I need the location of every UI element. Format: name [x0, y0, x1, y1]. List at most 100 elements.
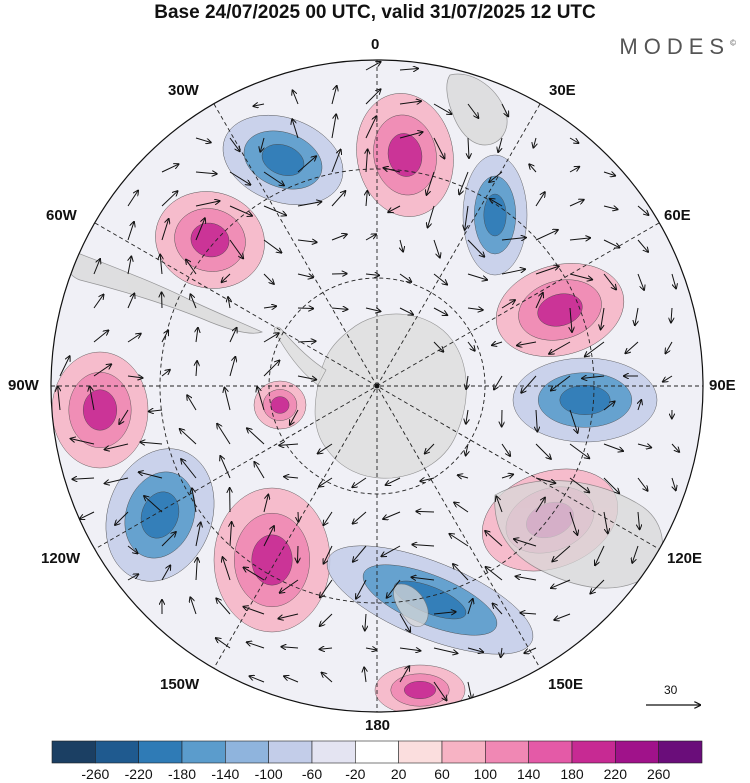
- wind-arrow: [260, 137, 264, 152]
- wind-arrow: [399, 101, 421, 104]
- wind-arrow: [365, 234, 376, 241]
- wind-arrow: [569, 238, 590, 240]
- lon-label-120e: 120E: [667, 550, 703, 567]
- wind-arrow: [535, 477, 555, 483]
- colorbar-tick-label: 100: [473, 766, 498, 782]
- colorbar-segment: [441, 740, 486, 764]
- colorbar-tick-label: -220: [124, 766, 153, 782]
- wind-arrow: [454, 503, 469, 513]
- wind-arrow: [297, 308, 313, 309]
- wind-arrow: [467, 103, 478, 118]
- wind-arrow: [412, 544, 435, 546]
- wind-arrow: [318, 443, 333, 453]
- wind-arrow: [352, 477, 367, 487]
- wind-arrow: [399, 613, 410, 632]
- wind-arrow: [416, 511, 435, 512]
- wind-arrow: [365, 62, 381, 71]
- wind-arrow: [320, 613, 333, 626]
- wind-arrow: [93, 330, 108, 343]
- wind-arrow: [501, 238, 526, 240]
- wind-arrow: [263, 526, 274, 547]
- wind-arrow: [603, 239, 619, 248]
- wind-arrow: [293, 90, 299, 105]
- map-boundary: [50, 59, 704, 713]
- wind-vectors: [58, 62, 680, 700]
- anomaly-contour: [559, 385, 611, 415]
- wind-arrow: [364, 667, 366, 683]
- wind-arrow: [263, 361, 279, 377]
- wind-arrow: [582, 376, 605, 378]
- wind-arrow: [520, 613, 537, 614]
- wind-arrow: [230, 522, 232, 547]
- wind-arrow: [322, 673, 333, 683]
- wind-arrow: [637, 444, 651, 448]
- wind-arrow: [228, 297, 230, 309]
- wind-arrow: [498, 137, 503, 152]
- wind-arrow: [195, 172, 217, 174]
- wind-arrow: [485, 531, 503, 547]
- wind-arrow: [297, 545, 298, 563]
- negative-anomaly-blob: [222, 114, 344, 206]
- wind-arrow: [93, 259, 100, 275]
- wind-arrow: [181, 459, 197, 479]
- wind-arrow: [195, 522, 201, 547]
- wind-arrow: [263, 273, 274, 284]
- wind-arrow: [551, 579, 571, 588]
- positive-anomaly-blob: [374, 664, 466, 712]
- wind-arrow: [127, 191, 138, 207]
- colorbar-tick-label: -100: [254, 766, 283, 782]
- wind-arrow: [383, 511, 401, 519]
- colorbar-segment: [225, 740, 269, 764]
- wind-arrow: [366, 191, 367, 207]
- wind-arrow: [284, 676, 299, 683]
- wind-arrow: [638, 400, 641, 411]
- wind-arrow: [195, 218, 205, 241]
- colorbar-tick-label: 140: [516, 766, 541, 782]
- wind-arrow: [428, 205, 435, 227]
- wind-arrow: [467, 681, 472, 699]
- wind-arrow: [263, 306, 276, 308]
- wind-arrow: [569, 409, 578, 433]
- colorbar-segment: [138, 740, 183, 764]
- lon-label-120w: 120W: [41, 550, 81, 567]
- wind-arrow: [467, 599, 473, 615]
- wind-arrow: [254, 462, 265, 479]
- wind-arrow: [365, 308, 380, 311]
- wind-arrow: [387, 579, 401, 598]
- wind-arrow: [72, 478, 95, 479]
- wind-arrow: [229, 171, 250, 185]
- colorbar-segment: [268, 740, 313, 764]
- wind-arrow: [501, 103, 508, 116]
- negative-anomaly-blob: [462, 154, 528, 276]
- wind-arrow: [80, 511, 95, 519]
- wind-arrow: [459, 171, 469, 194]
- wind-arrow: [247, 642, 265, 649]
- wind-arrow: [638, 511, 640, 529]
- lon-label-30w: 30W: [168, 82, 199, 99]
- wind-arrow: [399, 666, 409, 683]
- wind-arrow: [254, 104, 265, 106]
- wind-arrow: [492, 342, 503, 345]
- wind-arrow: [297, 156, 316, 173]
- lon-label-0: 0: [371, 36, 380, 53]
- wind-arrow: [400, 239, 403, 252]
- wind-arrow: [399, 648, 420, 651]
- wind-arrow: [671, 307, 672, 322]
- wind-arrow: [569, 443, 589, 458]
- wind-arrow: [297, 375, 316, 380]
- wind-arrow: [433, 341, 443, 352]
- colorbar-tick-label: -180: [167, 766, 197, 782]
- wind-arrow: [263, 205, 286, 215]
- wind-arrow: [224, 388, 231, 411]
- reference-vector-label: 30: [664, 683, 678, 697]
- wind-arrow: [196, 558, 197, 581]
- wind-arrow: [493, 604, 503, 615]
- wind-arrow: [217, 424, 231, 445]
- wind-arrow: [195, 137, 211, 142]
- wind-arrow: [139, 472, 163, 479]
- lon-label-180: 180: [365, 717, 391, 734]
- anomaly-contour: [270, 396, 290, 414]
- wind-arrow: [196, 328, 198, 343]
- anomaly-contour: [483, 193, 507, 237]
- wind-arrow: [180, 429, 197, 445]
